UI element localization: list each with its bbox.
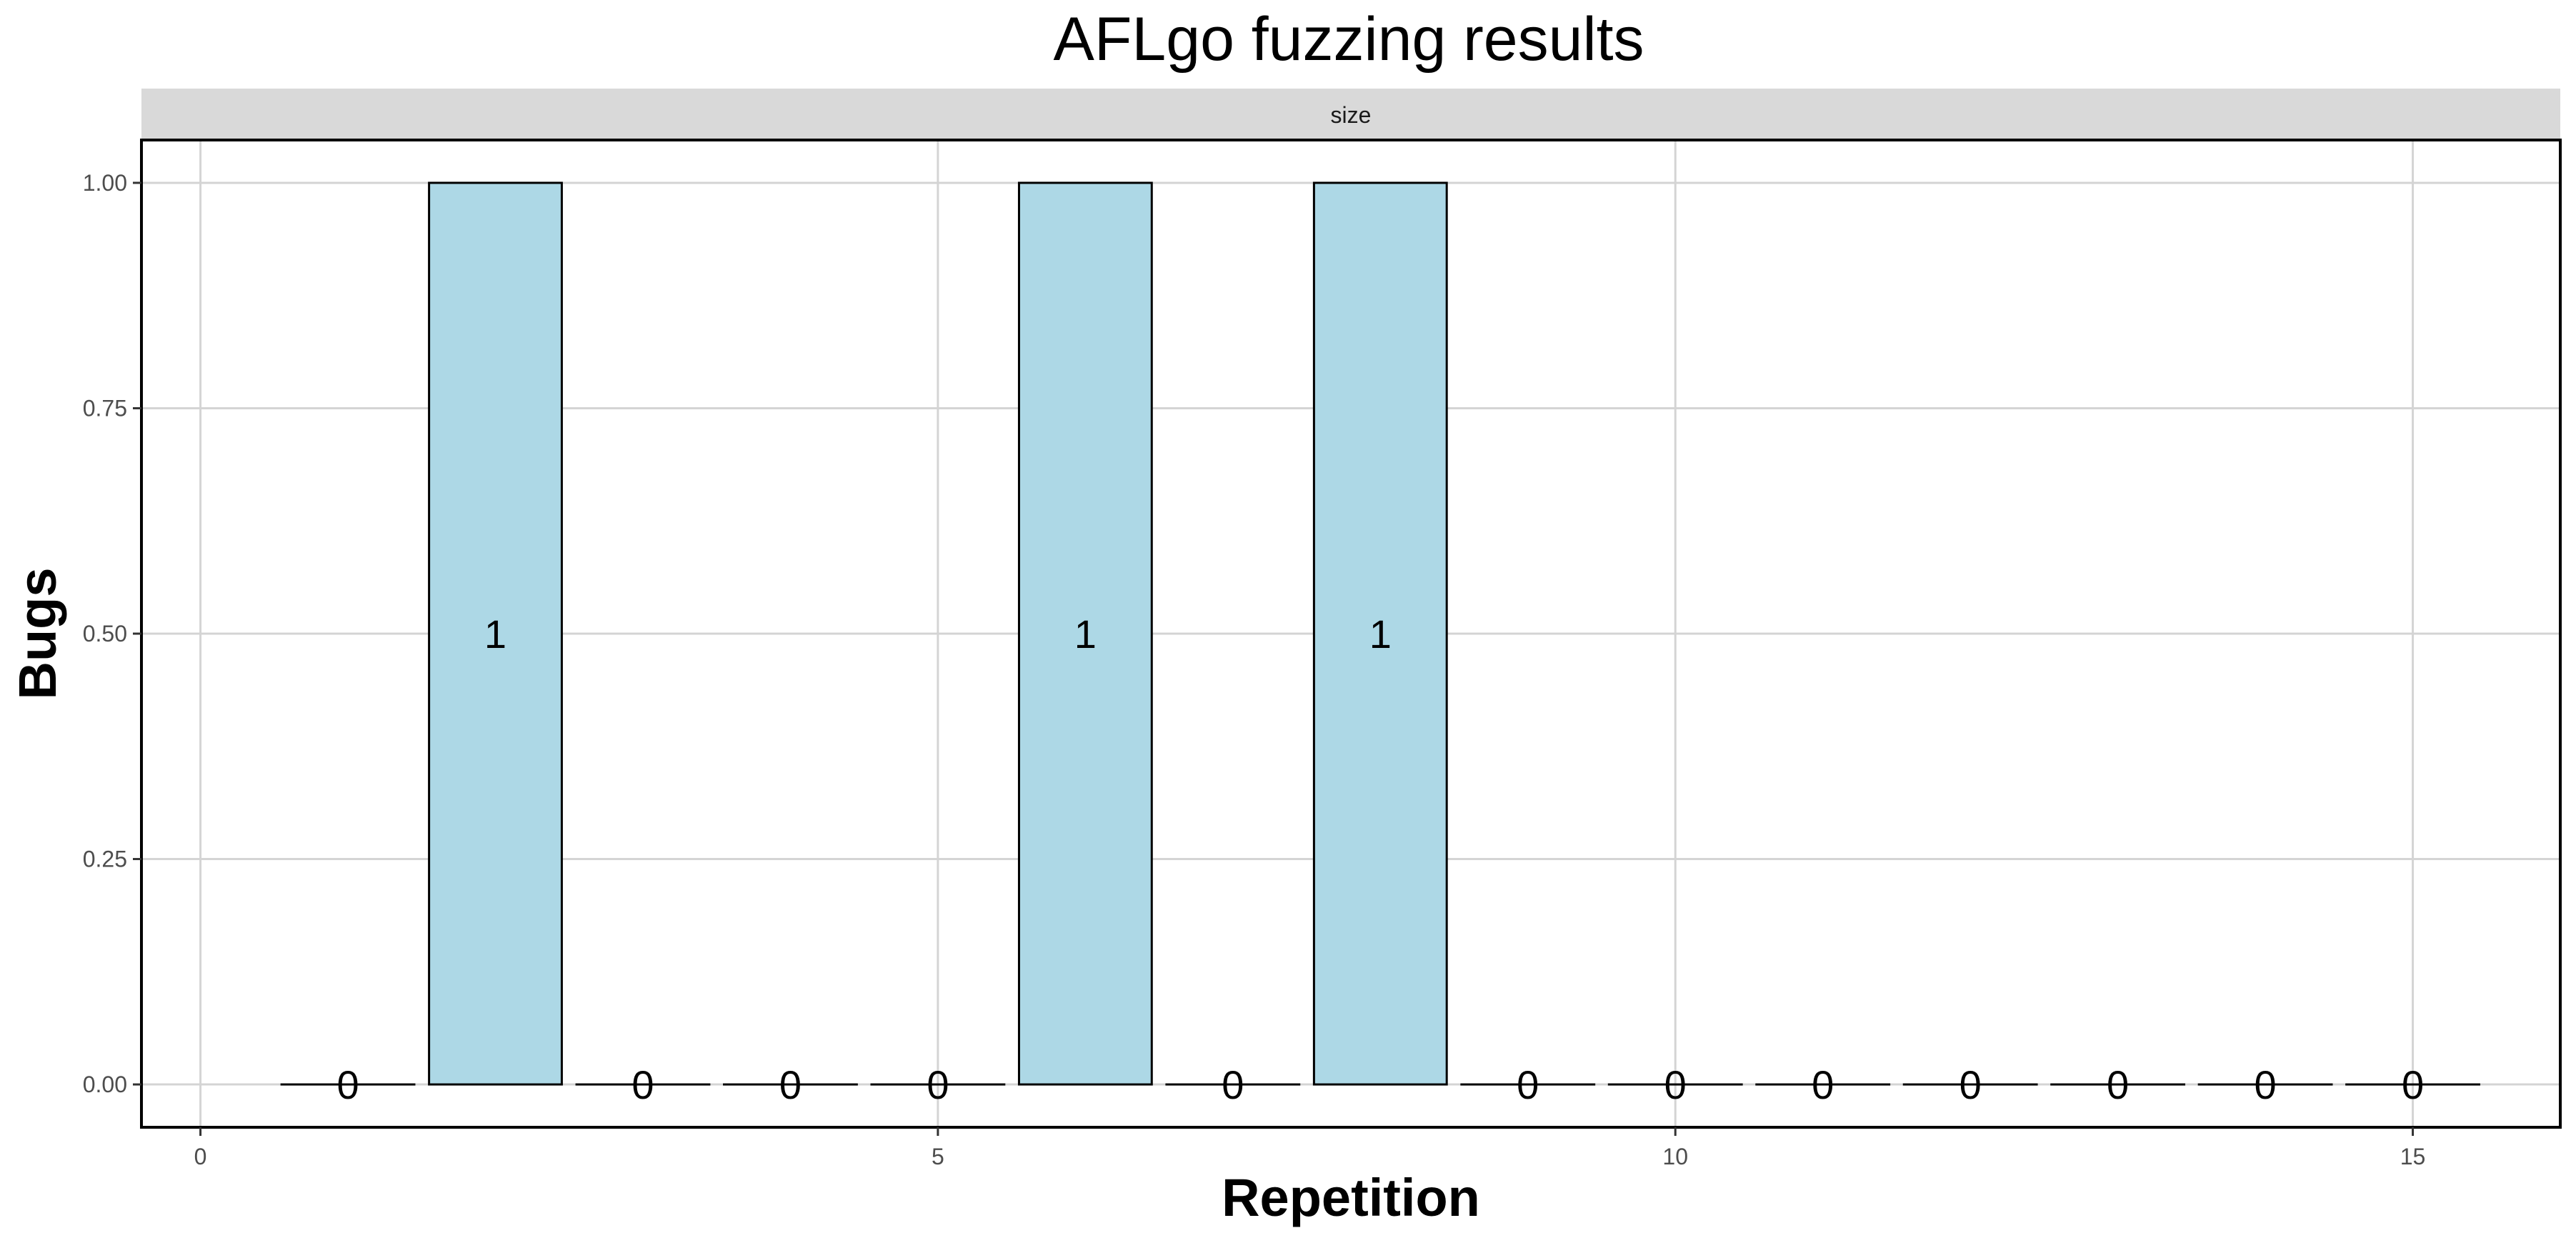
bar-value-label: 1 <box>484 611 506 657</box>
x-tick-label: 5 <box>932 1144 944 1169</box>
bar-value-label: 0 <box>2402 1062 2424 1107</box>
facet-strip-label: size <box>1331 102 1372 128</box>
bar-value-label: 0 <box>1960 1062 1982 1107</box>
bar-value-label: 0 <box>1664 1062 1687 1107</box>
bar-value-label: 0 <box>779 1062 802 1107</box>
y-tick-label: 0.00 <box>83 1072 127 1097</box>
bar-value-label: 0 <box>1517 1062 1539 1107</box>
x-axis-title: Repetition <box>1222 1168 1480 1227</box>
x-tick-label: 15 <box>2400 1144 2426 1169</box>
x-tick-label: 0 <box>194 1144 207 1169</box>
y-tick-label: 0.25 <box>83 847 127 872</box>
bar-value-label: 1 <box>1369 611 1392 657</box>
bar <box>1017 181 1153 1086</box>
bar-value-label: 0 <box>631 1062 654 1107</box>
x-tick-label: 10 <box>1662 1144 1688 1169</box>
bar-value-label: 0 <box>1222 1062 1244 1107</box>
bar-value-label: 1 <box>1074 611 1097 657</box>
y-tick-label: 0.50 <box>83 621 127 647</box>
bar-value-label: 0 <box>927 1062 949 1107</box>
bars <box>280 181 2480 1086</box>
chart-title: AFLgo fuzzing results <box>1054 5 1644 74</box>
axes: 0.000.250.500.751.000 5 10 15 <box>83 170 2426 1169</box>
bar-value-label: 0 <box>1812 1062 1834 1107</box>
bar-value-label: 0 <box>336 1062 359 1107</box>
y-tick-label: 1.00 <box>83 170 127 196</box>
y-axis-title: Bugs <box>8 568 67 700</box>
bar-value-label: 0 <box>2254 1062 2276 1107</box>
bar <box>1312 181 1448 1086</box>
y-tick-label: 0.75 <box>83 395 127 421</box>
facet-strip <box>141 89 2560 140</box>
bar-value-label: 0 <box>2107 1062 2129 1107</box>
bar <box>428 181 563 1086</box>
data-labels: 0 1 0 0 0 1 0 1 0 0 0 0 0 0 0 <box>336 611 2424 1107</box>
